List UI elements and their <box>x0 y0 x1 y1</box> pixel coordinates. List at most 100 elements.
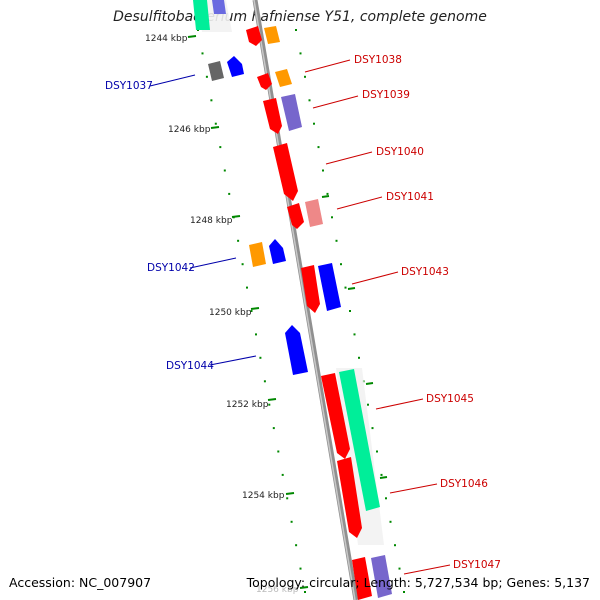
right-track-dot <box>331 216 333 219</box>
left-track-dot <box>299 567 302 570</box>
scale-label-1254: 1254 kbp <box>242 491 285 501</box>
gene-label-dsy1041: DSY1041 <box>386 191 434 203</box>
leader-dsy1047 <box>403 564 451 575</box>
gene-arrow-dsy1044-blue <box>285 325 308 375</box>
right-track-dot <box>299 52 302 55</box>
gene-label-dsy1046: DSY1046 <box>440 478 488 490</box>
scale-major-tick <box>285 492 295 495</box>
leader-dsy1040 <box>325 151 373 165</box>
left-track-dot <box>250 310 253 312</box>
gene-arrow-dsy1039-purple <box>281 94 302 131</box>
right-track-dot <box>376 450 378 453</box>
right-track-dot <box>358 356 360 359</box>
gene-label-dsy1042: DSY1042 <box>147 262 195 274</box>
leader-dsy1043 <box>351 271 399 285</box>
scale-label-1256: 1256 kbp <box>256 585 299 595</box>
scale-dotted-track <box>197 29 405 593</box>
left-track-dot <box>281 473 284 476</box>
right-track-dot <box>295 29 297 31</box>
left-track-dot <box>201 52 204 55</box>
gene-arrow-dsy1039-red <box>263 98 282 134</box>
right-track-dot <box>304 75 306 78</box>
left-track-dot <box>263 380 266 383</box>
gene-arrows <box>193 0 392 600</box>
left-track-dot <box>255 333 257 336</box>
gene-arrow-top-green <box>193 0 210 30</box>
left-track-dot <box>286 497 289 500</box>
right-track-dot <box>349 310 351 312</box>
gene-arrow-dsy1037-gray <box>208 61 224 81</box>
gene-arrow-top-blue <box>212 0 226 14</box>
gene-arrow-dsy1045-red <box>321 373 350 459</box>
left-track-dot <box>268 403 271 406</box>
right-track-dot <box>371 427 374 430</box>
leader-dsy1046 <box>389 483 438 494</box>
gene-arrow-dsy1042-orange <box>249 242 266 267</box>
gene-label-dsy1037: DSY1037 <box>105 80 153 92</box>
gene-label-leaders <box>149 59 451 575</box>
gene-arrow-top-red <box>246 26 262 46</box>
gene-arrow-top-orange <box>264 26 280 44</box>
gene-label-dsy1047: DSY1047 <box>453 559 501 571</box>
genome-backbone-highlight <box>253 0 356 600</box>
accession-text: Accession: NC_007907 <box>9 575 152 590</box>
right-track-dot <box>335 239 338 242</box>
gene-arrow-dsy1043-red <box>301 265 320 313</box>
scale-major-tick <box>210 126 220 129</box>
scale-ticks <box>187 35 388 589</box>
gene-arrow-dsy1040-red <box>273 143 298 201</box>
left-track-dot <box>295 544 298 547</box>
scale-right-tick <box>379 476 388 479</box>
left-track-dot <box>304 591 306 593</box>
gene-arrow-dsy1038-orange <box>275 69 292 87</box>
genome-backbone <box>252 0 359 600</box>
scale-label-1248: 1248 kbp <box>190 216 233 226</box>
right-track-dot <box>326 192 329 195</box>
genome-summary-text: Topology: circular; Length: 5,727,534 bp… <box>246 575 590 590</box>
gene-arrow-dsy1037-blue <box>227 56 244 77</box>
gene-labels-left: DSY1037 DSY1042 DSY1044 <box>105 80 214 372</box>
gene-arrow-dsy1047-red <box>352 557 372 600</box>
gene-arrow-dsy1038-red <box>257 73 272 90</box>
left-track-dot <box>237 239 240 242</box>
scale-right-tick <box>321 195 330 198</box>
leader-dsy1038 <box>304 59 351 73</box>
leader-dsy1042 <box>189 257 237 269</box>
gene-label-dsy1045: DSY1045 <box>426 393 474 405</box>
leader-dsy1044 <box>209 355 257 366</box>
leader-dsy1045 <box>375 398 424 410</box>
gene-arrow-dsy1041-pink <box>305 199 323 227</box>
scale-major-tick <box>187 35 197 38</box>
scale-label-1244: 1244 kbp <box>145 34 188 44</box>
left-track-dot <box>277 450 280 453</box>
right-track-dot <box>403 591 405 593</box>
right-track-dot <box>322 169 324 172</box>
left-track-dot <box>246 286 248 289</box>
gene-arrow-dsy1041-red <box>287 203 304 229</box>
right-track-dot <box>344 286 347 289</box>
scale-right-tick <box>347 287 356 290</box>
right-track-dot <box>380 473 383 476</box>
right-track-dot <box>389 520 392 523</box>
scale-major-tick <box>299 586 309 589</box>
left-track-dot <box>259 356 262 359</box>
right-track-dot <box>317 146 320 149</box>
scale-right-tick <box>365 382 374 385</box>
right-track-dot <box>340 263 342 266</box>
gene-label-dsy1039: DSY1039 <box>362 89 410 101</box>
leader-dsy1037 <box>149 74 196 87</box>
leader-dsy1039 <box>312 95 359 109</box>
scale-major-tick <box>250 307 260 310</box>
gene-arrow-dsy1042-blue <box>269 239 286 264</box>
scale-label-1246: 1246 kbp <box>168 125 211 135</box>
gene-label-dsy1040: DSY1040 <box>376 146 424 158</box>
gene-label-dsy1038: DSY1038 <box>354 54 402 66</box>
gene-label-dsy1044: DSY1044 <box>166 360 214 372</box>
left-track-dot <box>219 146 222 149</box>
gene-arrow-dsy1043-blue <box>318 263 341 311</box>
left-track-dot <box>205 75 208 78</box>
right-track-dot <box>398 567 401 570</box>
scale-major-tick <box>267 398 277 401</box>
leader-dsy1041 <box>336 196 383 210</box>
